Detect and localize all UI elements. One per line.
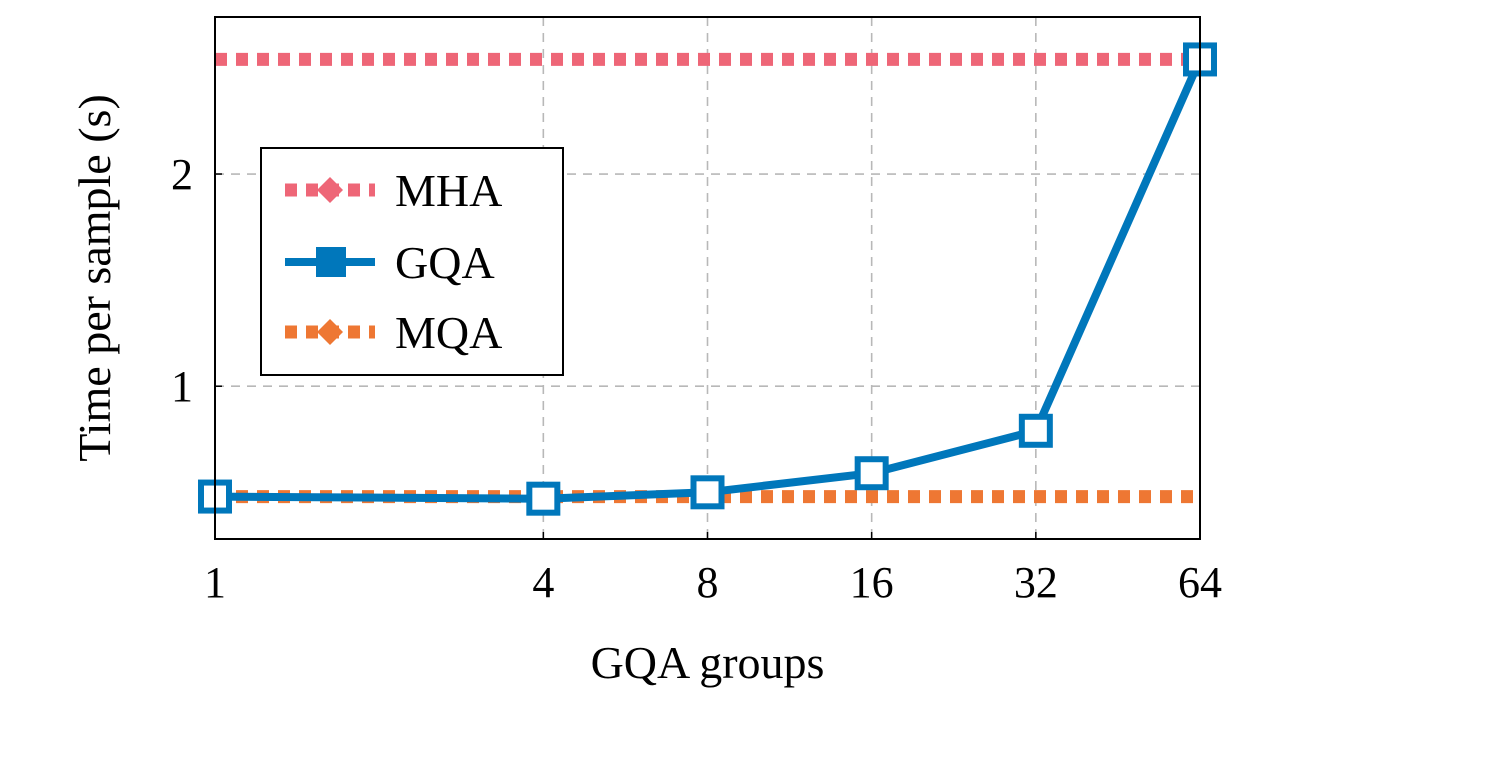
- x-tick-label: 8: [697, 558, 719, 607]
- y-axis-label: Time per sample (s): [69, 94, 120, 462]
- legend: MHA GQA MQA: [260, 147, 564, 376]
- x-tick-label: 4: [532, 558, 554, 607]
- legend-mqa-label: MQA: [395, 307, 502, 358]
- x-tick-label: 1: [204, 558, 226, 607]
- legend-mqa-marker: [317, 319, 343, 345]
- gqa-marker: [854, 456, 889, 491]
- x-tick-label: 32: [1014, 558, 1058, 607]
- y-tick-labels: 12: [171, 150, 222, 411]
- y-tick-label: 1: [171, 362, 193, 411]
- y-tick-label: 2: [171, 150, 193, 199]
- legend-mha-marker: [317, 177, 343, 203]
- gqa-marker: [1018, 413, 1053, 448]
- x-tick-label: 64: [1178, 558, 1222, 607]
- legend-mha-label: MHA: [395, 165, 502, 216]
- x-tick-labels: 1 4 8 16 32 64: [204, 532, 1222, 607]
- x-axis-label: GQA groups: [591, 637, 825, 688]
- x-tick-label: 16: [850, 558, 894, 607]
- gqa-line: [214, 57, 1204, 503]
- legend-gqa-label: GQA: [395, 237, 495, 288]
- gqa-marker: [526, 481, 561, 516]
- legend-gqa-marker: [316, 247, 346, 277]
- gqa-marker: [690, 475, 725, 510]
